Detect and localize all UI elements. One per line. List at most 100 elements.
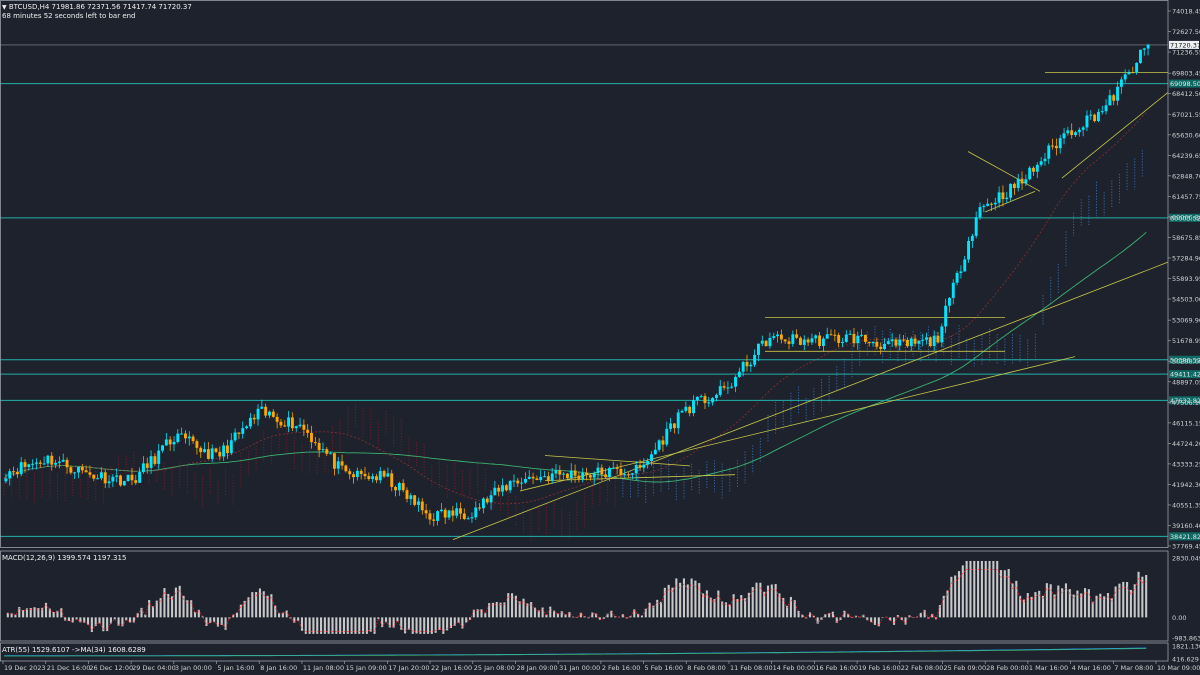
triangle-lower — [544, 474, 736, 482]
bull-candle — [1043, 158, 1047, 162]
bear-candle — [1054, 145, 1058, 149]
bear-candle — [1012, 183, 1016, 189]
bear-candle — [504, 485, 508, 491]
bear-candle — [787, 341, 791, 344]
time-tick-label: 8 Feb 08:00 — [687, 664, 726, 672]
bear-candle — [1001, 192, 1005, 200]
bear-candle — [867, 341, 871, 344]
symbol-ohlc-text: BTCUSD,H4 71981.86 72371.56 71417.74 717… — [8, 3, 192, 11]
time-tick-label: 2 Feb 16:00 — [602, 664, 641, 672]
bull-candle — [993, 202, 997, 205]
bear-candle — [359, 470, 363, 474]
price-tick-label: 43333.25 — [1172, 460, 1200, 468]
bull-candle — [974, 217, 978, 236]
bear-candle — [310, 432, 313, 443]
bear-candle — [153, 456, 157, 464]
bull-candle — [1142, 48, 1146, 50]
bear-candle — [413, 495, 417, 505]
bull-candle — [986, 203, 990, 206]
bull-candle — [138, 472, 142, 483]
macd-tick-label: 2830.049 — [1172, 555, 1200, 563]
bear-candle — [394, 486, 398, 491]
price-tick-label: 48897.05 — [1172, 378, 1200, 386]
bear-candle — [672, 423, 676, 429]
bear-candle — [1032, 167, 1035, 172]
time-tick-label: 4 Mar 16:00 — [1072, 664, 1111, 672]
price-tick-label: 69803.45 — [1172, 70, 1200, 78]
bull-candle — [8, 471, 12, 479]
bull-candle — [1016, 178, 1020, 189]
bear-candle — [833, 334, 837, 336]
bear-candle — [432, 519, 436, 521]
price-tick-label: 58675.85 — [1172, 234, 1200, 242]
bull-candle — [741, 361, 745, 372]
bear-candle — [783, 339, 787, 342]
bear-candle — [661, 440, 665, 445]
bull-candle — [470, 517, 474, 519]
bull-candle — [714, 394, 718, 398]
bull-candle — [699, 396, 703, 398]
dropdown-triangle-icon[interactable]: ▼ — [2, 4, 7, 11]
bull-candle — [737, 371, 741, 377]
bear-candle — [535, 478, 539, 480]
bear-candle — [363, 473, 367, 477]
bull-candle — [1024, 179, 1028, 184]
bear-candle — [764, 340, 768, 347]
atr-panel — [3, 647, 1147, 657]
bear-candle — [103, 472, 107, 484]
moving-average-dashed-line — [3, 112, 1147, 505]
bull-candle — [126, 474, 130, 481]
bull-candle — [1035, 164, 1039, 172]
bull-candle — [176, 433, 180, 442]
bear-candle — [306, 429, 310, 433]
bull-candle — [54, 462, 58, 465]
price-tick-label: 40551.35 — [1172, 501, 1200, 509]
atr-label: ATR(55) 1529.6107 ->MA(34) 1608.6289 — [2, 646, 146, 654]
bull-candle — [848, 333, 852, 335]
bull-candle — [925, 337, 928, 340]
bear-candle — [478, 507, 482, 509]
bear-candle — [145, 463, 149, 468]
bear-candle — [863, 334, 867, 342]
bull-candle — [111, 476, 115, 482]
support-resistance-levels[interactable]: 69098.50 60003.52 50386.52 49411.42 47637.82… — [0, 40, 1200, 541]
long-trendline — [452, 261, 1169, 541]
bear-candle — [390, 473, 394, 487]
bull-candle — [630, 473, 634, 475]
bull-candle — [650, 454, 653, 461]
bull-candle — [684, 406, 688, 411]
bull-candle — [768, 337, 772, 347]
bear-candle — [130, 474, 134, 481]
bull-candle — [802, 339, 806, 345]
bull-candle — [1123, 74, 1127, 80]
bear-candle — [374, 476, 378, 481]
bear-candle — [344, 465, 348, 472]
price-tick-label: 50288.00 — [1172, 358, 1200, 366]
bear-candle — [218, 451, 222, 457]
bull-candle — [27, 464, 31, 467]
bull-candle — [161, 445, 164, 451]
bear-candle — [1131, 72, 1135, 74]
bear-candle — [119, 475, 122, 486]
bear-candle — [275, 416, 279, 422]
bear-candle — [497, 487, 501, 492]
bear-candle — [264, 406, 268, 416]
bull-candle — [982, 205, 986, 208]
bull-candle — [466, 518, 470, 520]
bull-candle — [634, 465, 638, 474]
bear-candle — [588, 475, 592, 478]
bull-candle — [871, 341, 875, 344]
bull-candle — [963, 259, 967, 272]
bull-candle — [439, 509, 443, 512]
bull-candle — [172, 441, 176, 445]
bear-candle — [88, 472, 92, 475]
bull-candle — [776, 334, 780, 337]
bull-candle — [1116, 86, 1119, 101]
bull-candle — [99, 472, 103, 479]
bull-candle — [856, 335, 860, 344]
triangle-upper — [544, 455, 691, 467]
bear-candle — [23, 462, 27, 467]
axes — [0, 0, 1171, 664]
bull-candle — [294, 426, 298, 429]
